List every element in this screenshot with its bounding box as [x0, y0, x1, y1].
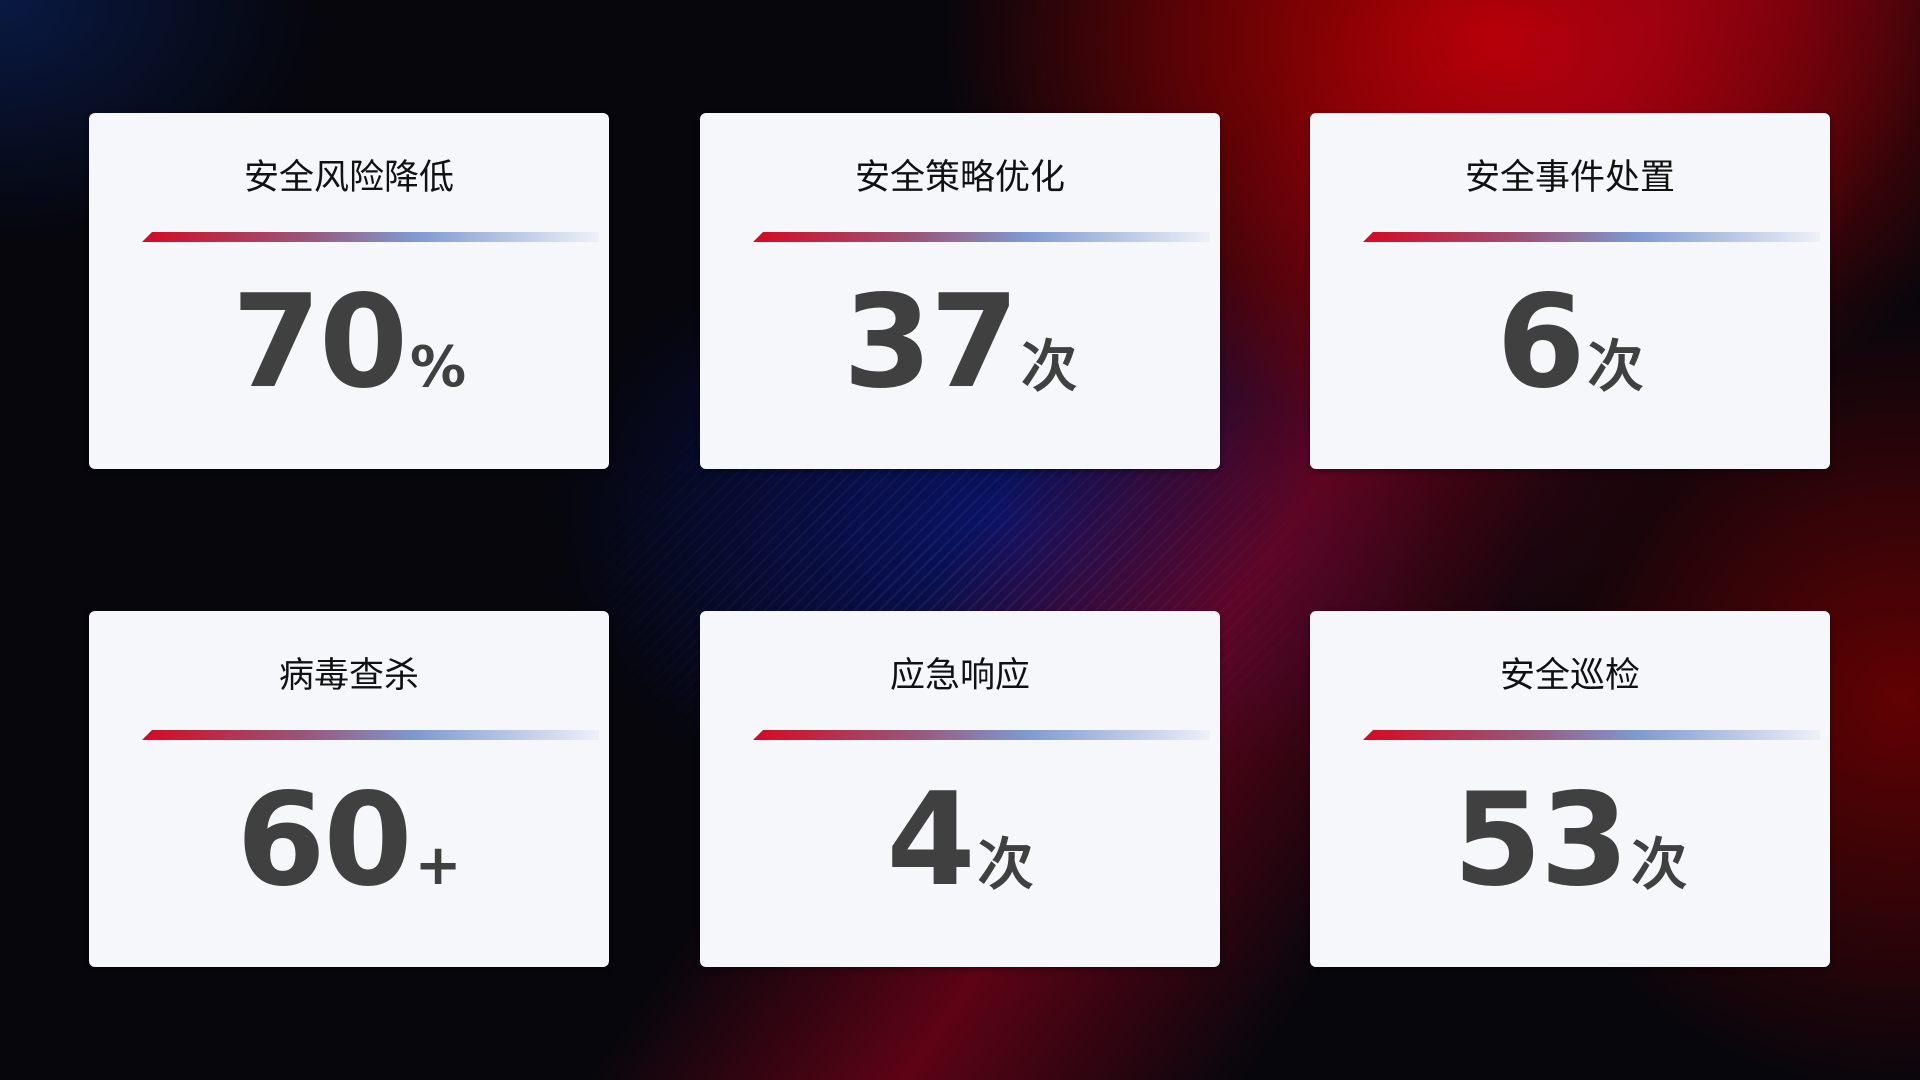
gradient-divider [753, 730, 1210, 740]
gradient-divider [1363, 730, 1820, 740]
card-title: 安全巡检 [1499, 656, 1640, 696]
gradient-divider [1363, 232, 1820, 242]
stat-card-emergency-response: 应急响应 4次 [700, 611, 1220, 967]
value-number: 53 [1452, 766, 1629, 915]
card-title: 安全事件处置 [1464, 158, 1675, 198]
card-title: 安全策略优化 [854, 158, 1065, 198]
card-value: 37次 [700, 278, 1220, 408]
value-unit: + [414, 833, 462, 898]
card-value: 6次 [1310, 278, 1830, 408]
value-unit: 次 [1587, 335, 1644, 400]
value-unit: 次 [977, 833, 1034, 898]
card-title: 应急响应 [889, 656, 1030, 696]
card-title: 病毒查杀 [278, 656, 419, 696]
card-value: 4次 [700, 776, 1220, 906]
card-title: 安全风险降低 [243, 158, 454, 198]
card-value: 70% [89, 278, 609, 408]
value-number: 6 [1496, 268, 1585, 417]
gradient-divider [753, 232, 1210, 242]
value-number: 60 [236, 766, 412, 915]
value-number: 70 [231, 268, 408, 417]
stat-card-incident-handling: 安全事件处置 6次 [1310, 113, 1830, 469]
stat-card-risk-reduction: 安全风险降低 70% [89, 113, 609, 469]
value-unit: 次 [1021, 335, 1078, 400]
stat-card-security-patrol: 安全巡检 53次 [1310, 611, 1830, 967]
gradient-divider [142, 730, 599, 740]
value-unit: % [410, 335, 467, 400]
value-number: 37 [842, 268, 1019, 417]
card-value: 53次 [1310, 776, 1830, 906]
value-unit: 次 [1631, 833, 1688, 898]
stat-card-policy-optimization: 安全策略优化 37次 [700, 113, 1220, 469]
value-number: 4 [886, 766, 975, 915]
gradient-divider [142, 232, 599, 242]
stat-card-virus-removal: 病毒查杀 60+ [89, 611, 609, 967]
card-value: 60+ [89, 776, 609, 906]
